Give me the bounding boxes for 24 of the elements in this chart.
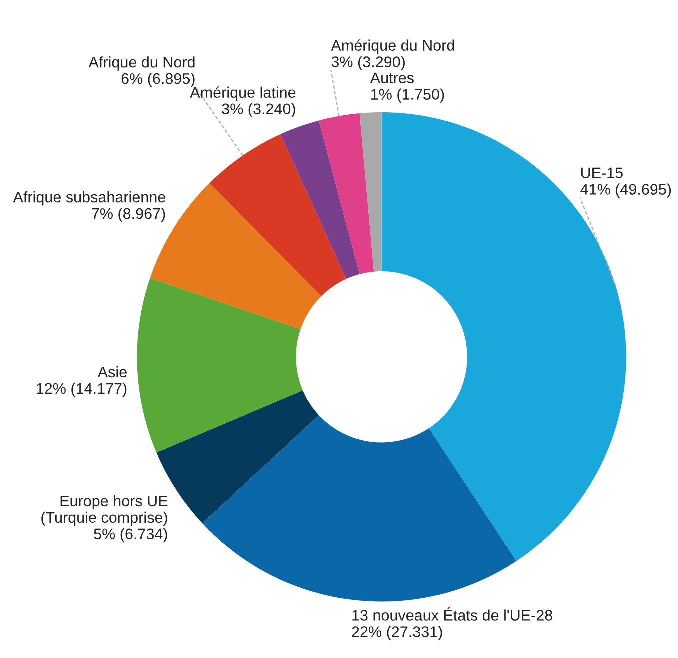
data-label: 12% (14.177) (37, 382, 127, 398)
data-label: 5% (6.734) (94, 528, 168, 543)
donut-slice (137, 278, 303, 453)
donut-slice (210, 134, 346, 296)
donut-slice (319, 114, 374, 274)
slice-label: Afrique du Nord (88, 56, 195, 71)
slice-label: Afrique subsaharienne (13, 192, 166, 206)
slice-label: Amérique latine (190, 86, 296, 102)
data-label: 1% (1.750) (372, 88, 444, 103)
data-label: 6% (6.895) (122, 73, 195, 88)
slice-label: UE-15 (581, 168, 623, 179)
data-label: 7% (8.967) (92, 208, 166, 222)
donut-slice (202, 415, 517, 602)
slice-label: 13 nouveaux États de l'UE-28 (352, 608, 552, 621)
data-label: 3% (3.290) (332, 56, 405, 70)
data-label: 3% (3.240) (222, 103, 296, 118)
donut-slice (360, 112, 382, 272)
slice-label: Autres (370, 72, 414, 84)
slice-label: Europe hors UE (Turquie comprise) (42, 495, 168, 526)
data-label: 41% (49.695) (580, 184, 672, 198)
slice-label: Amérique du Nord (331, 40, 454, 54)
slice-label: Asie (98, 366, 127, 378)
donut-slice (280, 120, 360, 280)
data-label: 22% (27.331) (352, 626, 442, 640)
